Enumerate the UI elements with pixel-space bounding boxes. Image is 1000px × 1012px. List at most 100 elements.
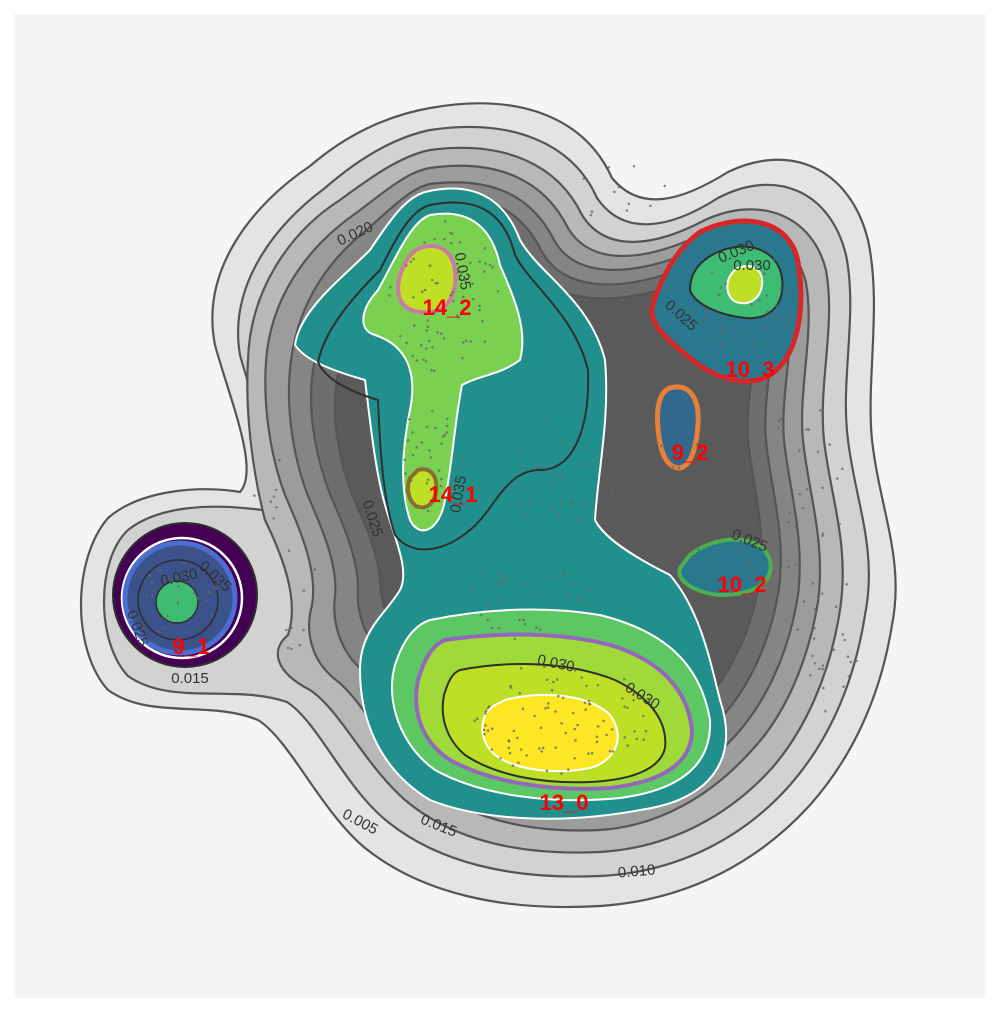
sample-point: [426, 319, 430, 322]
sample-point: [838, 522, 841, 526]
sample-point: [571, 711, 575, 715]
sample-point: [578, 517, 581, 521]
sample-point: [717, 551, 721, 554]
sample-point: [633, 730, 636, 733]
sample-point: [519, 504, 522, 507]
sample-point: [813, 661, 817, 665]
sample-point: [428, 449, 431, 452]
sample-point: [528, 503, 532, 506]
sample-point: [464, 339, 468, 343]
sample-point: [708, 566, 712, 569]
sample-point: [775, 304, 778, 308]
sample-point: [428, 339, 431, 343]
sample-point: [579, 462, 583, 466]
sample-point: [434, 282, 438, 285]
sample-point: [158, 569, 162, 572]
sample-point: [541, 746, 545, 750]
sample-point: [411, 431, 414, 434]
sample-point: [623, 677, 626, 681]
sample-point: [490, 748, 494, 751]
sample-point: [719, 286, 722, 289]
sample-point: [401, 447, 404, 450]
sample-point: [433, 238, 437, 241]
sample-point: [697, 548, 700, 551]
sample-point: [478, 573, 482, 577]
sample-point: [765, 327, 769, 331]
sample-point: [411, 453, 415, 457]
sample-point: [557, 694, 560, 698]
sample-point: [721, 326, 724, 330]
sample-point: [298, 643, 302, 647]
sample-point: [705, 308, 709, 312]
sample-point: [269, 500, 273, 504]
sample-point: [458, 241, 462, 244]
sample-point: [519, 748, 523, 751]
sample-point: [205, 599, 208, 602]
sample-point: [150, 594, 154, 598]
sample-point: [814, 607, 817, 611]
sample-point: [167, 575, 170, 579]
sample-point: [555, 678, 559, 681]
sample-point: [821, 664, 825, 667]
sample-point: [534, 472, 538, 475]
sample-point: [462, 341, 465, 344]
cluster-label-10-3: 10_3: [726, 357, 775, 382]
sample-point: [752, 342, 756, 345]
sample-point: [797, 449, 801, 452]
sample-point: [471, 587, 474, 590]
sample-point: [411, 354, 414, 358]
sample-point: [185, 630, 188, 634]
sample-point: [701, 323, 704, 327]
sample-point: [499, 579, 502, 583]
sample-point: [483, 247, 487, 250]
sample-point: [539, 726, 543, 730]
sample-point: [458, 277, 462, 281]
sample-point: [547, 471, 550, 475]
sample-point: [632, 698, 635, 702]
cluster-9-1-white-ring: [120, 536, 244, 660]
sample-point: [459, 274, 463, 277]
sample-point: [751, 570, 755, 574]
sample-point: [428, 264, 432, 268]
sample-point: [812, 637, 816, 640]
sample-point: [511, 764, 515, 767]
sample-point: [589, 213, 593, 217]
sample-point: [487, 601, 490, 604]
sample-point: [424, 360, 428, 363]
sample-point: [431, 409, 434, 413]
scatter-points: [144, 165, 858, 775]
sample-point: [422, 358, 425, 361]
sample-point: [626, 744, 629, 747]
sample-point: [527, 496, 531, 500]
sample-point: [302, 589, 306, 592]
sample-point: [412, 257, 415, 261]
sample-point: [719, 342, 723, 345]
sample-point: [213, 585, 216, 588]
sample-point: [433, 426, 437, 430]
sample-point: [855, 659, 858, 663]
sample-point: [521, 488, 524, 491]
sample-point: [764, 561, 767, 565]
sample-point: [176, 575, 179, 579]
sample-point: [573, 669, 577, 672]
sample-point: [785, 289, 789, 293]
sample-point: [691, 321, 695, 324]
sample-point: [509, 684, 512, 688]
cluster-labels: 14_2 14_1 10_3 9_2 10_2 9_1 13_0: [173, 295, 775, 815]
sample-point: [796, 628, 799, 631]
sample-point: [582, 177, 586, 180]
sample-point: [287, 549, 291, 553]
sample-point: [787, 469, 790, 472]
sample-point: [545, 678, 549, 681]
sample-point: [580, 676, 583, 679]
sample-point: [758, 566, 761, 570]
sample-point: [763, 272, 766, 276]
sample-point: [430, 278, 434, 282]
sample-point: [523, 582, 527, 586]
sample-point: [818, 409, 822, 412]
sample-point: [742, 548, 745, 552]
sample-point: [559, 501, 563, 505]
sample-point: [484, 709, 488, 713]
sample-point: [484, 724, 487, 727]
sample-point: [523, 622, 527, 626]
